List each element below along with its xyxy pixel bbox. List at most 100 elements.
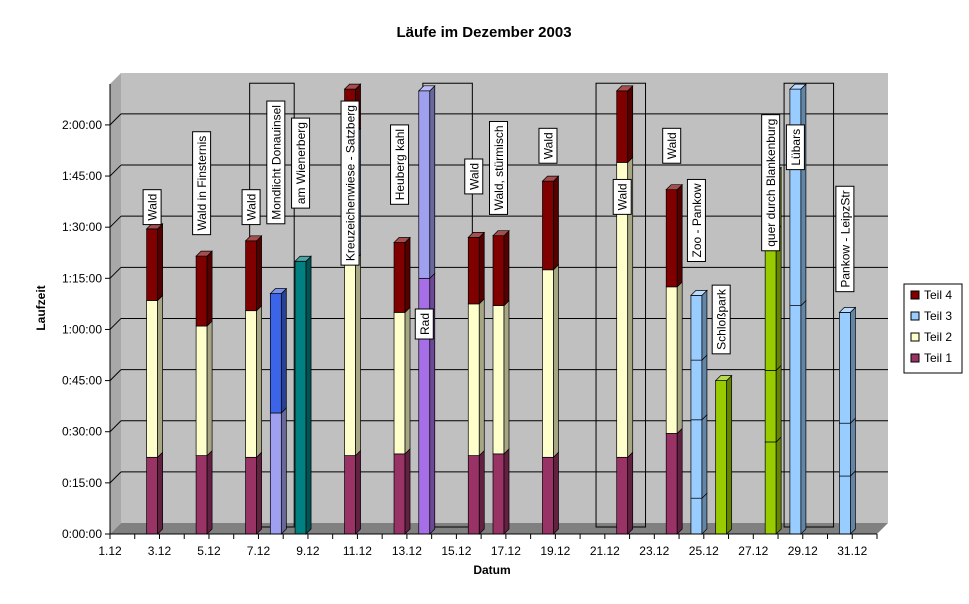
bar-segment-side bbox=[478, 298, 485, 457]
bar-segment-side bbox=[850, 470, 856, 535]
bar-segment bbox=[616, 90, 629, 163]
bar-segment-side bbox=[503, 299, 510, 455]
annotation-7: Rad bbox=[414, 308, 434, 340]
x-tick-label: 19.12 bbox=[540, 544, 570, 558]
bar-9 bbox=[492, 229, 510, 535]
bar-segment bbox=[616, 456, 629, 535]
bar-segment bbox=[839, 312, 851, 424]
bar-segment-side bbox=[701, 492, 708, 535]
y-axis-title: Laufzeit bbox=[34, 285, 48, 330]
bar-segment bbox=[344, 455, 356, 535]
bar-segment-side bbox=[157, 294, 163, 459]
bar-segment bbox=[146, 456, 158, 535]
bar-segment-side bbox=[553, 263, 559, 459]
bar-8 bbox=[467, 231, 486, 535]
annotation-box bbox=[835, 185, 855, 293]
bar-segment-side bbox=[256, 304, 262, 459]
annotation-label: Kreuzeichenwiese - Satzberg bbox=[344, 105, 358, 261]
legend: Teil 4 Teil 3 Teil 2 Teil 1 bbox=[903, 283, 963, 374]
bar-segment-side bbox=[726, 374, 733, 535]
legend-swatch bbox=[910, 332, 920, 342]
bar-segment-top bbox=[615, 85, 634, 92]
bar-segment-side bbox=[478, 449, 485, 535]
bar-segment-top bbox=[393, 237, 411, 243]
annotation-label: Rad bbox=[418, 313, 432, 335]
bar-segment bbox=[269, 412, 282, 535]
bar-12 bbox=[665, 183, 684, 535]
bar-segment bbox=[467, 303, 480, 456]
bar-segment-top bbox=[294, 255, 312, 262]
annotation-9: Wald, stürmisch bbox=[489, 121, 508, 215]
y-axis-ticks: 0:00:00 0:15:00 0:30:00 0:45:00 1:00:00 1:15:… bbox=[62, 118, 110, 541]
bar-segment-side bbox=[305, 255, 312, 535]
bar-segment-side bbox=[627, 451, 634, 535]
bar-segment-top bbox=[789, 83, 807, 90]
bar-segment bbox=[764, 230, 777, 371]
annotation-5: Kreuzeichenwiese - Satzberg bbox=[340, 100, 360, 266]
bar-segment-side bbox=[800, 83, 807, 307]
bar-segment-side bbox=[206, 320, 213, 457]
annotation-box bbox=[142, 189, 162, 226]
annotation-label: Heuberg kahl bbox=[393, 129, 407, 200]
bar-17 bbox=[838, 306, 857, 535]
bar-segment-top bbox=[145, 223, 164, 230]
bar-segment-side bbox=[355, 449, 361, 535]
x-tick-label: 31.12 bbox=[837, 544, 867, 558]
annotation-box bbox=[414, 308, 434, 340]
bar-segment-top bbox=[690, 290, 708, 296]
bar-segment-side bbox=[701, 354, 708, 421]
bar-segment-side bbox=[280, 407, 287, 535]
bar-segment-side bbox=[478, 231, 485, 305]
bar-segment bbox=[690, 359, 703, 421]
bar-segment-side bbox=[676, 280, 683, 435]
annotation-2: Wald bbox=[241, 189, 261, 226]
annotation-4: am Wienerberg bbox=[291, 117, 311, 209]
bar-13 bbox=[690, 289, 708, 535]
bar-segment-side bbox=[256, 451, 262, 535]
x-tick-label: 1.12 bbox=[98, 544, 122, 558]
annotation-16: Lübars bbox=[785, 124, 805, 171]
x-tick-label: 15.12 bbox=[441, 544, 471, 558]
annotation-3: Mondlicht Donauinsel bbox=[266, 100, 286, 225]
legend-label: Teil 2 bbox=[924, 330, 952, 344]
x-tick-label: 17.12 bbox=[491, 544, 521, 558]
y-tick-label: 1:45:00 bbox=[62, 169, 102, 183]
annotation-label: Pankow - LeipzStr bbox=[838, 190, 852, 287]
bar-segment-side bbox=[676, 183, 683, 288]
x-axis-title: Datum bbox=[473, 563, 510, 577]
legend-swatch bbox=[910, 311, 920, 321]
annotation-label: Lübars bbox=[789, 129, 803, 166]
bar-11 bbox=[615, 84, 634, 535]
legend-label: Teil 4 bbox=[924, 288, 952, 302]
bar-segment bbox=[839, 422, 851, 477]
legend-swatch bbox=[910, 353, 920, 363]
gridline-depth bbox=[109, 215, 122, 228]
bar-segment-side bbox=[404, 236, 411, 314]
bar-segment-top bbox=[343, 83, 362, 90]
bar-segment-side bbox=[355, 253, 361, 457]
bar-segment-top bbox=[665, 184, 684, 191]
bar-segment-side bbox=[429, 84, 436, 280]
x-tick-label: 23.12 bbox=[639, 544, 669, 558]
annotation-label: Wald bbox=[541, 132, 555, 159]
bar-segment bbox=[690, 419, 703, 499]
chart-title: Läufe im Dezember 2003 bbox=[396, 24, 571, 41]
bar-segment-top bbox=[467, 232, 486, 238]
bar-segment bbox=[344, 259, 356, 456]
bar-segment-side bbox=[206, 250, 213, 327]
bar-segment bbox=[195, 455, 208, 535]
y-tick-label: 0:15:00 bbox=[62, 476, 102, 490]
gridline-depth bbox=[109, 113, 122, 126]
bar-segment bbox=[245, 240, 257, 312]
annotation-8: Wald bbox=[464, 158, 484, 195]
bar-segment-top bbox=[244, 235, 263, 242]
annotation-box bbox=[390, 124, 410, 205]
bar-segment bbox=[245, 310, 257, 458]
bar-segment bbox=[542, 456, 554, 535]
bar-segment-side bbox=[553, 451, 559, 535]
x-tick-label: 13.12 bbox=[392, 544, 422, 558]
bar-segment-top bbox=[714, 375, 733, 381]
bar-segment bbox=[467, 237, 480, 305]
annotation-box bbox=[192, 131, 212, 236]
annotation-6: Heuberg kahl bbox=[390, 124, 410, 205]
